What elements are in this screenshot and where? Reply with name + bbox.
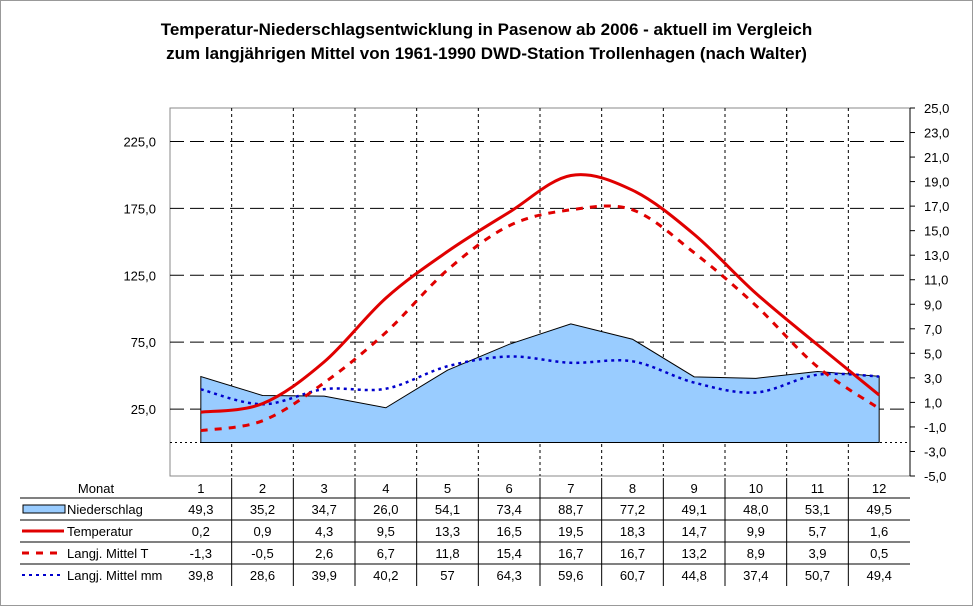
table-cell: 49,4 [867,568,892,583]
legend-label: Langj. Mittel mm [67,568,162,583]
left-axis-tick-label: 125,0 [123,268,156,283]
table-cell: 40,2 [373,568,398,583]
right-axis-tick-label: 15,0 [924,224,949,239]
table-cell: 4,3 [315,524,333,539]
table-header-monat: Monat [78,481,115,496]
series-line-langj-mittel-t [200,204,881,433]
table-cell: 37,4 [743,568,768,583]
right-axis-tick-label: 19,0 [924,175,949,190]
table-cell: 39,8 [188,568,213,583]
table-cell: 9,9 [747,524,765,539]
right-axis-tick-label: -3,0 [924,444,946,459]
table-cell: 48,0 [743,502,768,517]
table-cell: 14,7 [682,524,707,539]
table-cell: -1,3 [190,546,212,561]
right-axis-tick-label: 5,0 [924,346,942,361]
left-axis-tick-label: 75,0 [131,335,156,350]
table-month-label: 10 [749,481,763,496]
left-axis-tick-label: 175,0 [123,201,156,216]
table-cell: 60,7 [620,568,645,583]
table-cell: 16,7 [620,546,645,561]
table-cell: 73,4 [497,502,522,517]
table-cell: 44,8 [682,568,707,583]
legend-label: Niederschlag [67,502,143,517]
table-cell: 9,5 [377,524,395,539]
legend-label: Langj. Mittel T [67,546,148,561]
table-month-label: 12 [872,481,886,496]
table-cell: 26,0 [373,502,398,517]
table-month-label: 7 [567,481,574,496]
table-cell: 13,3 [435,524,460,539]
right-axis-tick-label: -5,0 [924,469,946,484]
table-cell: -0,5 [251,546,273,561]
left-axis-tick-label: 25,0 [131,402,156,417]
table-cell: 15,4 [497,546,522,561]
table-cell: 18,3 [620,524,645,539]
chart-title-line2: zum langjährigen Mittel von 1961-1990 DW… [166,44,807,63]
table-cell: 6,7 [377,546,395,561]
table-cell: 49,5 [867,502,892,517]
right-axis-tick-label: 7,0 [924,322,942,337]
table-cell: 35,2 [250,502,275,517]
right-axis-tick-label: 11,0 [924,273,948,288]
table-cell: 5,7 [808,524,826,539]
table-cell: 39,9 [312,568,337,583]
table-cell: 49,1 [682,502,707,517]
legend-key-niederschlag [22,504,66,514]
right-axis-tick-label: 13,0 [924,248,949,263]
table-month-label: 1 [197,481,204,496]
table-cell: 64,3 [497,568,522,583]
chart-title-line1: Temperatur-Niederschlagsentwicklung in P… [160,20,813,39]
table-cell: 77,2 [620,502,645,517]
table-cell: 13,2 [682,546,707,561]
table-month-label: 11 [811,481,825,496]
table-cell: 54,1 [435,502,460,517]
table-cell: 0,2 [192,524,210,539]
table-month-label: 8 [629,481,636,496]
right-axis-tick-label: 1,0 [924,395,942,410]
right-axis-tick-label: 9,0 [924,297,942,312]
table-cell: 11,8 [435,546,459,561]
table-cell: 28,6 [250,568,275,583]
table-month-label: 5 [444,481,451,496]
table-cell: 34,7 [312,502,337,517]
table-month-label: 2 [259,481,266,496]
series-line-temperatur [200,173,881,414]
table-cell: 59,6 [558,568,583,583]
series-line-langj-mittel-mm [200,355,880,406]
table-cell: 2,6 [315,546,333,561]
table-month-label: 3 [321,481,328,496]
table-cell: 16,7 [558,546,583,561]
right-axis-tick-label: 23,0 [924,126,949,141]
table-cell: 88,7 [558,502,583,517]
right-axis-tick-label: 25,0 [924,101,949,116]
left-axis-tick-label: 225,0 [123,134,156,149]
table-month-label: 4 [382,481,389,496]
table-cell: 3,9 [808,546,826,561]
table-cell: 1,6 [870,524,888,539]
legend-label: Temperatur [67,524,133,539]
table-cell: 16,5 [497,524,522,539]
table-cell: 57 [440,568,454,583]
right-axis-tick-label: 17,0 [924,199,949,214]
table-cell: 49,3 [188,502,213,517]
right-axis-tick-label: 21,0 [924,150,949,165]
table-cell: 0,5 [870,546,888,561]
right-axis-tick-label: -1,0 [924,420,946,435]
table-month-label: 9 [691,481,698,496]
right-axis-tick-label: 3,0 [924,371,942,386]
table-cell: 53,1 [805,502,830,517]
table-cell: 0,9 [253,524,271,539]
table-cell: 19,5 [558,524,583,539]
table-cell: 8,9 [747,546,765,561]
table-month-label: 6 [506,481,513,496]
table-cell: 50,7 [805,568,830,583]
